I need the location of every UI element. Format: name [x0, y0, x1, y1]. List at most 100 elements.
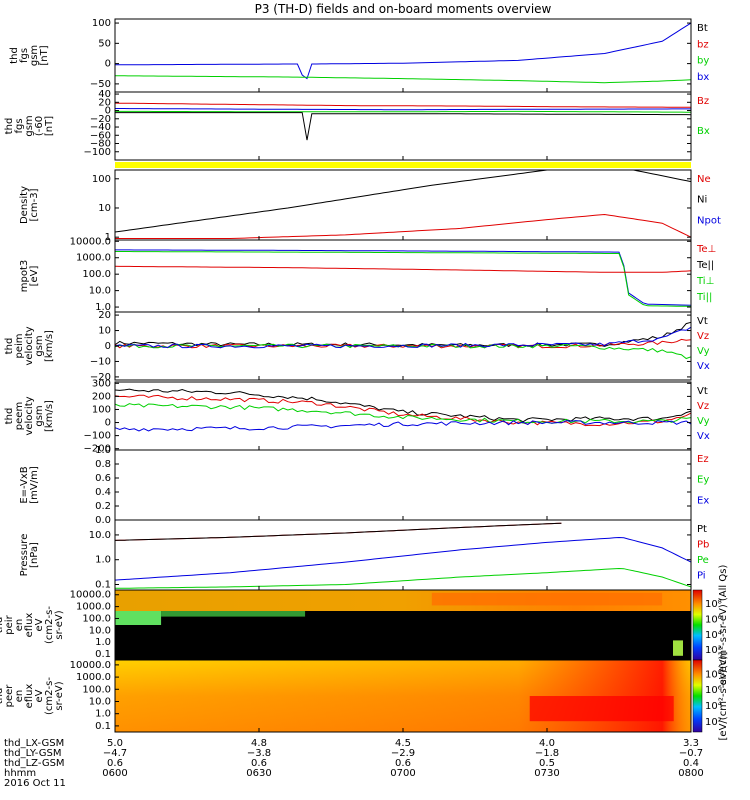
legend-panel_vi-2: Vy	[697, 346, 710, 357]
ylabel-panel_bt: gsm	[29, 45, 40, 66]
xaxis-value-1-3: −1.8	[535, 748, 559, 759]
ylabel-panel_elec_spec: sr-eV)	[54, 681, 65, 710]
ylabel-panel_bgsm: thd	[4, 118, 15, 135]
ytick-label: 0.1	[95, 580, 111, 591]
legend-panel_temp-1: Te||	[696, 260, 714, 271]
ytick-label: 1000.0	[76, 602, 111, 613]
ytick-label: −200	[84, 444, 111, 455]
legend-panel_bt-3: bx	[697, 72, 709, 83]
ylabel-panel_density: [cm-3]	[29, 188, 40, 221]
legend-panel_bt-1: bz	[697, 39, 709, 50]
legend-panel_efield-0: Ez	[697, 454, 709, 465]
ytick-label: 100	[92, 404, 111, 415]
colorbar-label-panel_elec_spec: [eV/(cm²-s-sr-eV)]	[718, 651, 729, 740]
series-panel_pressure-3	[115, 567, 692, 589]
legend-panel_temp-3: Ti||	[696, 292, 712, 303]
ylabel-panel_vi: velocity	[24, 326, 35, 365]
legend-panel_vi-0: Vt	[697, 316, 708, 327]
ytick-label: 0.2	[95, 501, 111, 512]
ylabel-panel_bgsm: gsm	[24, 115, 35, 136]
panel-panel_bt: 100 50 0 −50 Bt bz by bx thd fgs gsm [nT]	[9, 18, 709, 93]
ytick-label: 10	[98, 326, 111, 337]
ion-spectrogram-green-band	[115, 611, 162, 625]
ylabel-panel_vi: gsm	[34, 335, 45, 356]
ytick-label: 1	[105, 232, 111, 243]
electron-spectrogram-core	[529, 696, 674, 722]
xaxis-date: 2016 Oct 11	[4, 778, 66, 789]
ytick-label: 20	[98, 310, 111, 321]
ion-spectrogram-green-band-2	[161, 611, 306, 617]
panel-panel_elec_spec: 10⁸10⁶10⁴10²[eV/(cm²-s-sr-eV)]10000.0100…	[0, 651, 729, 740]
series-panel_bgsm-3	[115, 112, 692, 141]
xaxis-row-label-2: thd_LZ-GSM	[4, 758, 65, 769]
legend-panel_efield-1: Ey	[697, 475, 709, 486]
ylabel-panel_bt: thd	[9, 47, 20, 64]
xaxis-value-2-2: 0.6	[395, 758, 411, 769]
ytick-label: −60	[90, 130, 111, 141]
colorbar-tick-panel_ion_spec: 10²	[705, 645, 722, 656]
series-panel_bgsm-0	[114, 102, 691, 108]
ytick-label: 200	[92, 391, 111, 402]
ylabel-panel_vi: [km/s]	[44, 330, 55, 362]
ytick-label: −50	[90, 79, 111, 90]
legend-panel_ve-2: Vy	[697, 416, 710, 427]
xaxis-value-1-2: −2.9	[391, 748, 415, 759]
x-axis-labels: thd_LX-GSM 5.0 4.8 4.5 4.0 3.3 thd_LY-GSM −4.7 −…	[4, 738, 704, 789]
ytick-label: 0.6	[95, 473, 111, 484]
ylabel-panel_ion_spec: (cm2-s-	[44, 606, 55, 644]
colorbar-tick-panel_ion_spec: 10⁶	[705, 614, 722, 625]
panel-frame-panel_bgsm	[114, 91, 692, 161]
legend-panel_bt-2: by	[697, 56, 709, 67]
series-panel_vi-0	[114, 321, 692, 348]
ytick-label: 0.4	[95, 487, 111, 498]
xaxis-value-2-1: 0.6	[251, 758, 267, 769]
ylabel-panel_pressure: Pressure	[19, 534, 30, 577]
ylabel-panel_ion_spec: en	[14, 619, 25, 632]
xaxis-value-2-0: 0.6	[107, 758, 123, 769]
legend-panel_density-1: Ni	[697, 195, 707, 206]
series-panel_density-0	[114, 169, 692, 233]
ytick-label: 1.0	[95, 637, 111, 648]
ylabel-panel_elec_spec: en	[14, 690, 25, 703]
xaxis-value-0-2: 4.5	[395, 738, 411, 749]
ylabel-panel_ve: gsm	[34, 405, 45, 426]
xaxis-value-0-3: 4.0	[539, 738, 555, 749]
ytick-label: −20	[90, 114, 111, 125]
series-panel_density-1	[115, 213, 692, 239]
ylabel-panel_efield: E=-VxB	[19, 466, 30, 503]
ytick-label: −10	[90, 356, 111, 367]
series-panel_temp-0	[115, 249, 692, 306]
ylabel-panel_density: Density	[19, 186, 30, 224]
series-panel_temp-1	[115, 251, 692, 307]
ylabel-panel_elec_spec: peer	[4, 684, 15, 708]
ytick-label: 40	[98, 89, 111, 100]
colorbar-tick-panel_elec_spec: 10⁶	[705, 685, 722, 696]
panel-panel_pressure: 10.0 1.0 0.1 Pt Pb Pe Pi Pressure [nPa]	[19, 519, 709, 591]
xaxis-value-0-4: 3.3	[683, 738, 699, 749]
series-panel_bt-0	[115, 22, 692, 80]
ytick-label: 1.0	[95, 709, 111, 720]
xaxis-value-0-0: 5.0	[107, 738, 123, 749]
ytick-label: 300	[92, 378, 111, 389]
ytick-label: 0.1	[95, 649, 111, 660]
plot-title: P3 (TH-D) fields and on-board moments ov…	[255, 2, 552, 16]
ytick-label: 0	[105, 418, 111, 429]
colorbar-label-panel_ion_spec: eV/(cm²-s-sr-eV) (All Qs)	[718, 565, 729, 686]
series-panel_bgsm-2	[115, 110, 691, 113]
ylabel-panel_bt: [nT]	[39, 45, 50, 65]
legend-panel_pressure-1: Pb	[697, 540, 709, 551]
colorbar-tick-panel_ion_spec: 10⁸	[705, 599, 722, 610]
xaxis-row-label-0: thd_LX-GSM	[4, 738, 64, 749]
ylabel-panel_ion_spec: eflux	[24, 613, 35, 638]
legend-panel_bgsm-1: Bx	[697, 126, 710, 137]
ylabel-panel_bgsm: fgs	[14, 118, 25, 133]
ylabel-panel_temp: [eV]	[29, 266, 40, 287]
ylabel-panel_ion_spec: peir	[4, 614, 15, 634]
ytick-label: 20	[98, 97, 111, 108]
xaxis-value-1-1: −3.8	[247, 748, 271, 759]
xaxis-value-3-0: 0600	[102, 768, 127, 779]
ylabel-panel_vi: thd	[4, 338, 15, 355]
panel-panel_ve: 300 200 100 0 −100 −200 Vt Vz Vy Vx thd peem velocit…	[4, 378, 710, 454]
panel-frame-panel_density	[114, 169, 692, 241]
